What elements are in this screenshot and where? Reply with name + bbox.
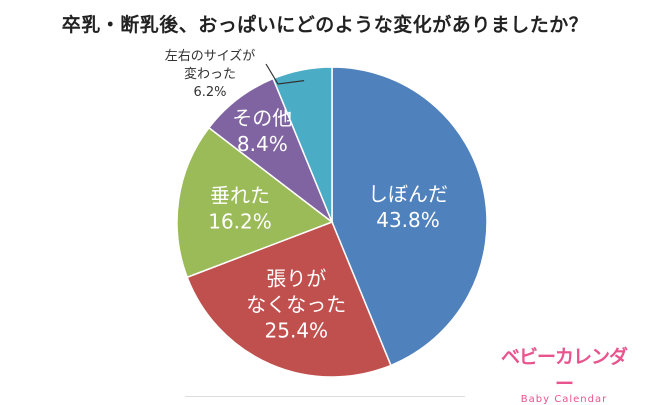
- slice-label-sayu-no-size: 変わった: [184, 66, 236, 82]
- slice-value-sayu-no-size: 6.2%: [193, 85, 226, 100]
- slice-label-hari-ga-nakunatta: 張りが: [266, 267, 326, 291]
- slice-label-tareta: 垂れた: [210, 184, 270, 208]
- slice-value-tareta: 16.2%: [208, 210, 272, 234]
- pie-slices: [176, 66, 488, 378]
- pie-slice-hari-ga-nakunatta: [186, 221, 392, 378]
- slice-label-hari-ga-nakunatta: なくなった: [246, 293, 346, 317]
- brand-logo: ベビーカレンダー Baby Calendar: [496, 342, 632, 405]
- chart-title: 卒乳・断乳後、おっぱいにどのような変化がありましたか？: [61, 14, 589, 36]
- divider: [185, 396, 465, 397]
- leader-line: [265, 63, 305, 85]
- slice-value-hari-ga-nakunatta: 25.4%: [265, 319, 329, 343]
- slice-label-sonota: その他: [232, 106, 292, 130]
- pie-slice-shibonda: [331, 66, 488, 367]
- pie-slice-sayu-no-size: [272, 66, 333, 223]
- leader-lines: [265, 63, 305, 85]
- slice-label-shibonda: しぼんだ: [368, 182, 448, 206]
- slice-value-sonota: 8.4%: [237, 132, 288, 156]
- logo-text: ベビーカレンダー: [500, 346, 628, 395]
- slice-value-shibonda: 43.8%: [376, 208, 440, 232]
- slice-label-sayu-no-size: 左右のサイズが: [165, 48, 256, 64]
- pie-slice-tareta: [176, 126, 334, 279]
